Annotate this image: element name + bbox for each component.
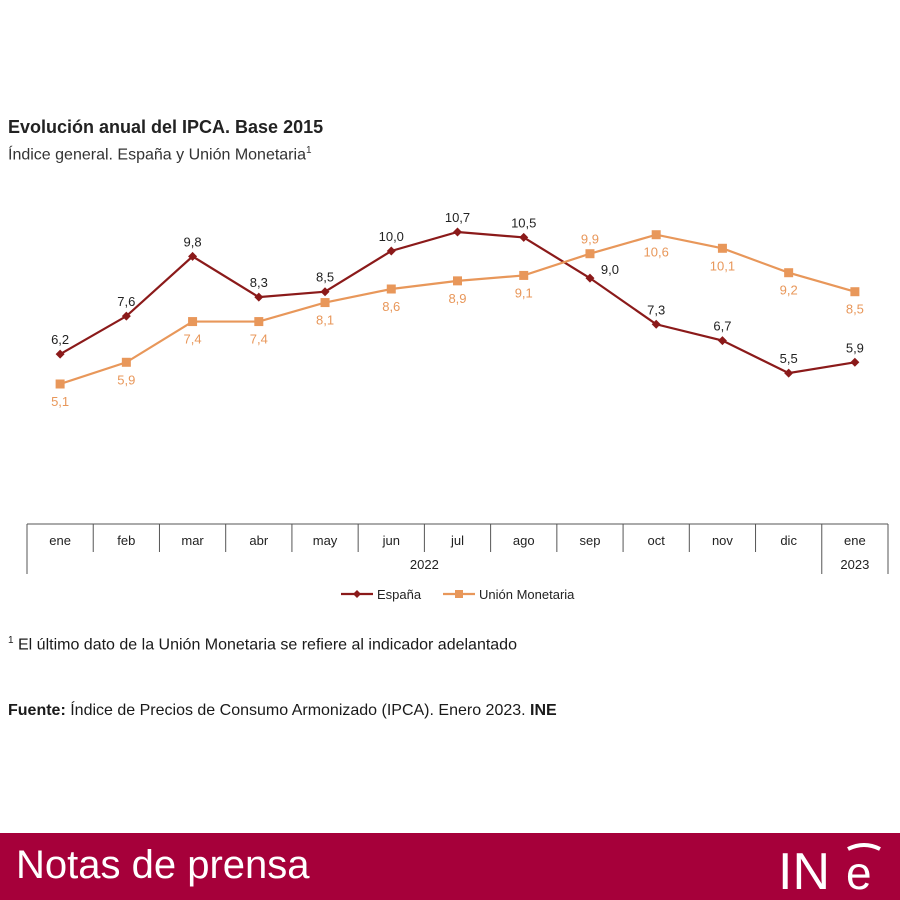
data-point-union-monetaria — [320, 298, 330, 308]
data-point-union-monetaria — [254, 317, 264, 327]
x-tick-label: dic — [780, 533, 797, 548]
x-tick-label: feb — [117, 533, 135, 548]
data-label-union-monetaria: 8,9 — [448, 291, 466, 306]
data-label-espana: 10,5 — [511, 215, 536, 230]
data-point-espana — [850, 357, 860, 367]
x-tick-label: ago — [513, 533, 535, 548]
data-point-union-monetaria — [188, 317, 198, 327]
data-point-espana — [320, 287, 330, 297]
data-point-union-monetaria — [386, 284, 396, 294]
data-point-union-monetaria — [519, 270, 529, 280]
data-point-espana — [784, 368, 794, 378]
x-tick-label: ene — [844, 533, 866, 548]
data-label-union-monetaria: 10,1 — [710, 258, 735, 273]
x-tick-label: jul — [450, 533, 464, 548]
data-point-union-monetaria — [453, 276, 462, 286]
x-tick-label: sep — [579, 533, 600, 548]
year-label: 2022 — [410, 557, 439, 572]
source-org: INE — [530, 702, 557, 719]
data-point-union-monetaria — [121, 357, 131, 367]
x-tick-label: jun — [382, 533, 400, 548]
footnote-mark: 1 — [8, 635, 14, 646]
x-tick-label: may — [313, 533, 338, 548]
line-chart: ene feb mar abr may jun jul ago sep oct nov dic ene 2… — [26, 210, 889, 602]
data-label-espana: 9,0 — [601, 262, 619, 277]
series-line — [59, 233, 856, 386]
data-point-union-monetaria — [651, 230, 661, 240]
x-tick-label: oct — [648, 533, 666, 548]
data-label-espana: 7,6 — [117, 294, 135, 309]
source-label: Fuente: — [8, 702, 66, 719]
x-tick-label: mar — [181, 533, 204, 548]
data-point-espana — [254, 292, 264, 302]
data-label-union-monetaria: 8,5 — [846, 302, 864, 317]
data-label-union-monetaria: 9,1 — [515, 285, 533, 300]
legend-marker-union-monetaria — [455, 590, 463, 598]
svg-text:e: e — [846, 847, 872, 897]
x-tick-label: abr — [249, 533, 268, 548]
footnote-text: El último dato de la Unión Monetaria se … — [13, 636, 517, 654]
data-point-espana — [386, 246, 396, 256]
data-label-espana: 8,3 — [250, 275, 268, 290]
data-point-union-monetaria — [585, 249, 595, 259]
source-line: Fuente: Índice de Precios de Consumo Arm… — [8, 702, 557, 720]
data-label-union-monetaria: 9,9 — [581, 232, 599, 247]
legend-marker-espana — [353, 590, 361, 598]
chart-subtitle-text: Índice general. España y Unión Monetaria — [8, 146, 306, 164]
data-point-espana — [55, 349, 65, 359]
legend-label-union-monetaria: Unión Monetaria — [479, 587, 575, 602]
data-point-espana — [121, 311, 131, 321]
data-point-union-monetaria — [717, 243, 727, 253]
svg-text:IN: IN — [778, 843, 830, 897]
footnote: 1 El último dato de la Unión Monetaria s… — [8, 635, 517, 654]
data-label-espana: 5,9 — [846, 340, 864, 355]
data-label-union-monetaria: 5,1 — [51, 394, 69, 409]
data-label-espana: 10,7 — [445, 210, 470, 225]
data-point-espana — [651, 319, 661, 329]
chart-subtitle: Índice general. España y Unión Monetaria… — [8, 145, 312, 164]
data-point-espana — [519, 232, 529, 242]
x-tick-label: ene — [49, 533, 71, 548]
x-tick-label: nov — [712, 533, 733, 548]
year-label: 2023 — [840, 557, 869, 572]
data-point-union-monetaria — [850, 287, 860, 297]
data-label-espana: 9,8 — [184, 234, 202, 249]
data-label-espana: 8,5 — [316, 270, 334, 285]
data-label-espana: 6,7 — [713, 319, 731, 334]
data-point-espana — [453, 227, 462, 237]
data-label-union-monetaria: 7,4 — [250, 332, 268, 347]
data-point-espana — [188, 251, 198, 261]
data-label-union-monetaria: 8,6 — [382, 299, 400, 314]
data-point-espana — [585, 273, 595, 283]
data-point-espana — [717, 336, 727, 346]
chart-title: Evolución anual del IPCA. Base 2015 — [8, 117, 324, 137]
data-label-espana: 7,3 — [647, 302, 665, 317]
source-text: Índice de Precios de Consumo Armonizado … — [65, 702, 531, 719]
data-point-union-monetaria — [784, 268, 794, 278]
data-label-union-monetaria: 5,9 — [117, 372, 135, 387]
data-label-union-monetaria: 9,2 — [780, 283, 798, 298]
press-banner: Notas de prensa IN e — [0, 833, 900, 900]
banner-title: Notas de prensa — [16, 843, 310, 887]
ine-logo: IN e — [778, 843, 881, 897]
data-label-espana: 5,5 — [780, 351, 798, 366]
subtitle-footnote-mark: 1 — [305, 145, 312, 156]
data-label-union-monetaria: 10,6 — [644, 245, 669, 260]
data-label-espana: 6,2 — [51, 332, 69, 347]
data-label-union-monetaria: 7,4 — [184, 332, 202, 347]
data-label-espana: 10,0 — [379, 229, 404, 244]
data-point-union-monetaria — [55, 379, 65, 389]
data-label-union-monetaria: 8,1 — [316, 313, 334, 328]
legend-label-espana: España — [377, 587, 422, 602]
